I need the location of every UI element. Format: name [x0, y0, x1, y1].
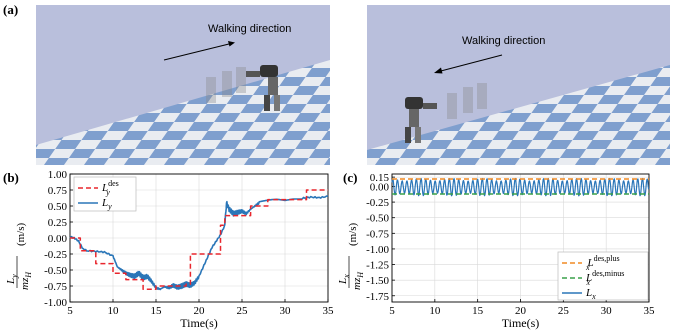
y-tick-label: -1.00: [44, 297, 67, 309]
y-tick-label: -0.25: [44, 249, 67, 261]
x-tick-label: 5: [389, 305, 395, 317]
walking-arrow-right: [163, 42, 234, 61]
y-tick-label: -1.00: [366, 244, 389, 256]
y-tick-label: -0.25: [366, 197, 389, 209]
robot-ghosts: [447, 83, 487, 119]
y-label-denominator: mzH: [351, 271, 365, 290]
y-tick-label: -0.50: [366, 213, 389, 225]
robot: [246, 65, 280, 111]
y-tick-label: -0.75: [44, 281, 67, 293]
x-tick-label: 30: [280, 305, 292, 317]
x-tick-label: 25: [558, 305, 570, 317]
x-tick-label: 35: [644, 305, 656, 317]
legend-label-actual: Lx: [585, 287, 596, 301]
legend-label-des-plus: Ldes,plus x: [585, 254, 620, 272]
scene-2-graphic: [367, 5, 670, 165]
y-tick-label: 0.50: [48, 201, 68, 213]
y-tick-label: 1.00: [48, 169, 68, 181]
legend-label-des-minus: Ldes,minus x: [585, 269, 624, 287]
panel-label-b: (b): [3, 170, 19, 185]
legend-b: Ldes yLy: [73, 176, 137, 212]
y-label-unit: (m/s): [15, 222, 27, 246]
arrowhead-icon: [434, 67, 443, 74]
plot-frame: [391, 173, 650, 303]
panel-label-c: (c): [343, 170, 358, 185]
panel-label-a: (a): [3, 2, 19, 17]
legend-label-actual: Ly: [101, 197, 112, 211]
robot: [405, 97, 437, 143]
y-tick-label: -1.75: [366, 291, 389, 303]
y-tick-label: -1.50: [366, 275, 389, 287]
y-label-numerator: Ly: [5, 274, 19, 285]
checkered-floor: [36, 60, 330, 165]
y-tick-label: 0.75: [48, 185, 68, 197]
x-tick-label: 30: [601, 305, 613, 317]
chart-c-lx: 5 10 15 20 25 30 35 -1.75 -1.50 -1.25 -1.00 -0.75 -0…: [337, 172, 656, 330]
y-tick-label: -0.50: [44, 265, 67, 277]
chart-b-ly: 5 10 15 20 25 30 35 -1.00 -0.75 -0.50 -0.25 0.00 0.2…: [5, 169, 335, 330]
y-tick-label: 0.15: [370, 172, 390, 184]
x-axis-label: Time(s): [502, 316, 540, 330]
x-axis-label: Time(s): [180, 316, 218, 330]
y-label-numerator: Lx: [337, 274, 351, 285]
simulation-scene-1: Walking direction: [36, 5, 330, 165]
y-label-unit: (m/s): [347, 222, 359, 246]
x-tick-label: 20: [515, 305, 527, 317]
x-tick-label: 15: [151, 305, 163, 317]
arrowhead-icon: [228, 41, 235, 47]
x-tick-label: 15: [472, 305, 484, 317]
y-tick-label: -0.75: [366, 228, 389, 240]
robot-ghosts: [206, 67, 246, 103]
checkered-floor: [367, 65, 670, 165]
y-tick-label: 0.00: [370, 181, 390, 193]
x-tick-label: 5: [67, 305, 73, 317]
walking-direction-label-1: Walking direction: [208, 23, 292, 35]
x-tick-label: 20: [194, 305, 206, 317]
x-tick-label: 25: [237, 305, 249, 317]
series-lx-actual: [391, 177, 650, 197]
y-label-denominator: mzH: [19, 271, 33, 290]
series-ly-desired: [70, 189, 328, 290]
x-tick-label: 35: [323, 305, 335, 317]
walking-direction-label-2: Walking direction: [462, 35, 546, 47]
legend-box: [73, 176, 137, 212]
y-tick-label: -1.25: [366, 260, 389, 272]
x-tick-label: 10: [429, 305, 441, 317]
y-tick-label: 0.00: [48, 233, 68, 245]
simulation-scene-2: Walking direction: [367, 5, 670, 165]
scene-1-graphic: [36, 5, 330, 165]
y-tick-label: 0.25: [48, 217, 68, 229]
legend-label-des: Ldes y: [101, 179, 119, 197]
legend-box: [557, 251, 649, 301]
x-tick-label: 10: [108, 305, 120, 317]
walking-arrow-left: [436, 54, 503, 73]
